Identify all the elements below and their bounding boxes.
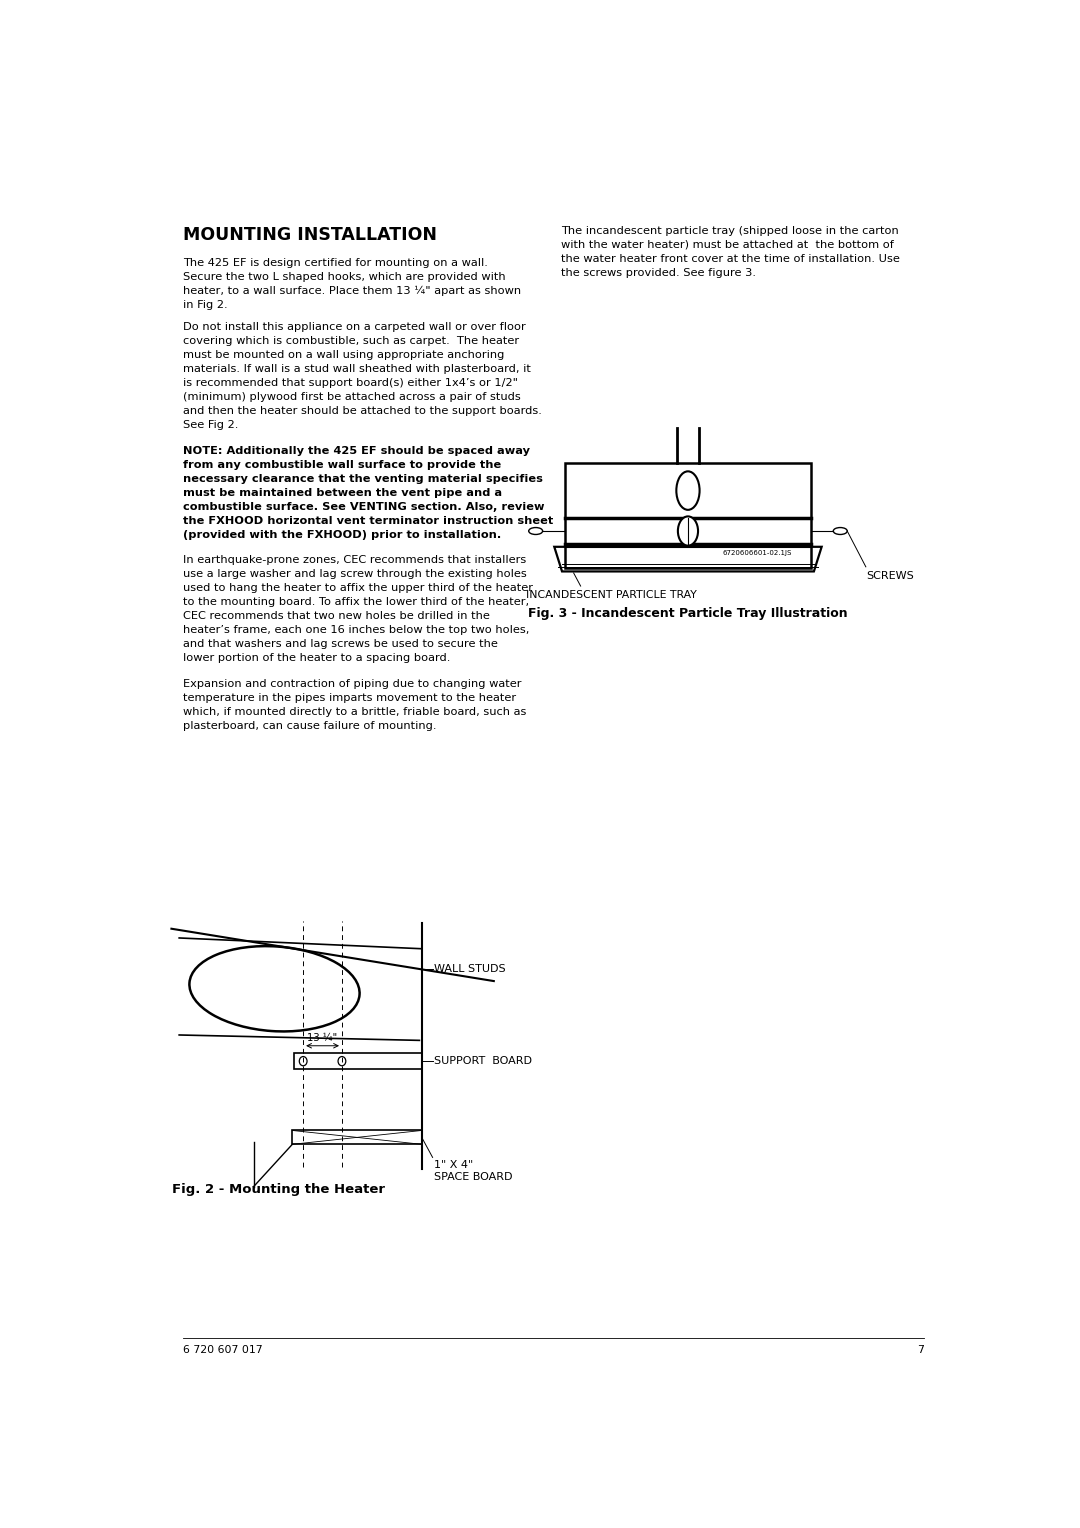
Text: Fig. 3 - Incandescent Particle Tray Illustration: Fig. 3 - Incandescent Particle Tray Illu… [528,607,848,620]
Text: 6720606601-02.1JS: 6720606601-02.1JS [723,550,793,556]
Text: 7: 7 [917,1345,924,1354]
Text: 6 720 607 017: 6 720 607 017 [183,1345,262,1354]
Ellipse shape [678,516,698,545]
Text: Fig. 2 - Mounting the Heater: Fig. 2 - Mounting the Heater [172,1183,384,1196]
Text: Do not install this appliance on a carpeted wall or over floor
covering which is: Do not install this appliance on a carpe… [183,321,542,429]
Text: NOTE: Additionally the 425 EF should be spaced away
from any combustible wall su: NOTE: Additionally the 425 EF should be … [183,446,553,539]
Text: MOUNTING INSTALLATION: MOUNTING INSTALLATION [183,226,437,243]
Text: 13 ¼": 13 ¼" [308,1033,338,1042]
Text: SUPPORT  BOARD: SUPPORT BOARD [434,1056,532,1067]
Text: INCANDESCENT PARTICLE TRAY: INCANDESCENT PARTICLE TRAY [526,590,697,601]
Text: The incandescent particle tray (shipped loose in the carton
with the water heate: The incandescent particle tray (shipped … [562,226,900,278]
Text: 1" X 4"
SPACE BOARD: 1" X 4" SPACE BOARD [434,1160,513,1183]
Text: Expansion and contraction of piping due to changing water
temperature in the pip: Expansion and contraction of piping due … [183,678,526,730]
Text: The 425 EF is design certified for mounting on a wall.
Secure the two L shaped h: The 425 EF is design certified for mount… [183,258,522,310]
Text: In earthquake-prone zones, CEC recommends that installers
use a large washer and: In earthquake-prone zones, CEC recommend… [183,555,534,663]
Text: WALL STUDS: WALL STUDS [434,964,505,973]
Text: SCREWS: SCREWS [866,570,915,581]
